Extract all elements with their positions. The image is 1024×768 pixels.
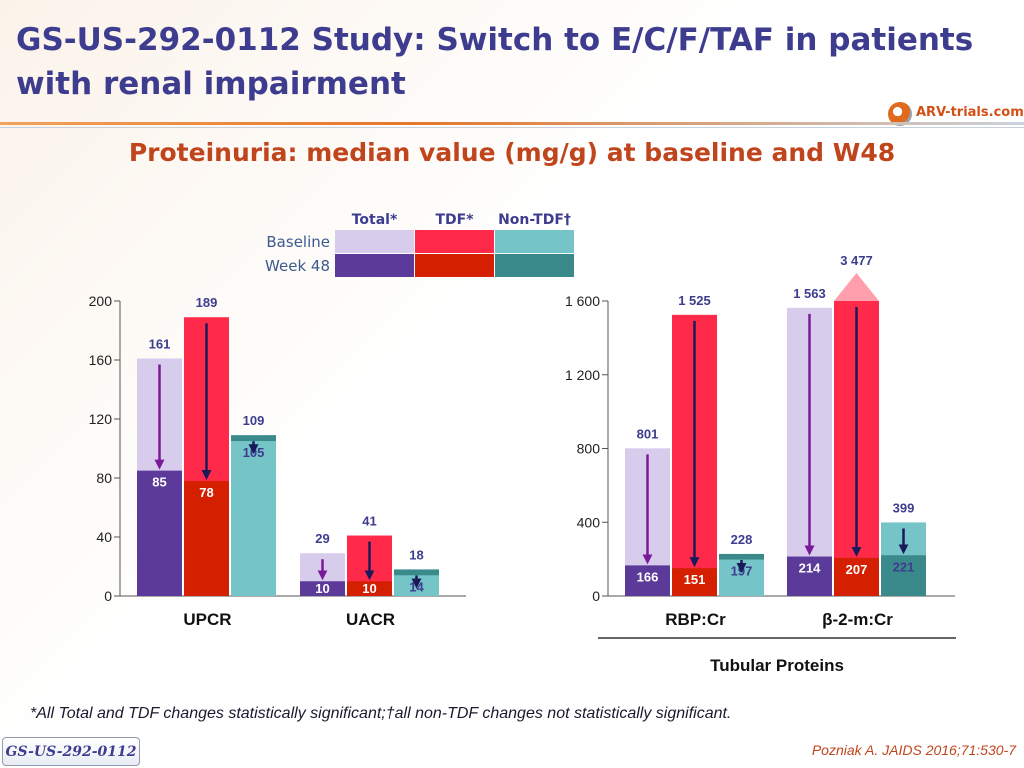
data-label-baseline: 18 <box>409 547 423 562</box>
title-divider-thin <box>0 127 1024 128</box>
category-label: β-2-m:Cr <box>822 610 893 629</box>
chart-subtitle: Proteinuria: median value (mg/g) at base… <box>128 138 896 167</box>
data-label-baseline: 109 <box>243 413 265 428</box>
data-label-baseline: 399 <box>893 500 915 515</box>
legend-swatch <box>415 254 494 277</box>
bar-week48 <box>231 441 276 596</box>
data-label-week48: 10 <box>362 581 376 596</box>
legend-swatch <box>335 254 414 277</box>
bar-week48-strip <box>719 553 764 560</box>
bar-week48 <box>787 556 832 596</box>
y-tick-label: 40 <box>96 529 112 545</box>
data-label-week48: 78 <box>199 485 213 500</box>
study-tag: GS-US-292-0112 <box>2 737 140 766</box>
bar-week48 <box>300 581 345 596</box>
data-label-baseline: 228 <box>731 532 753 547</box>
legend-swatch <box>495 230 574 253</box>
title-divider <box>0 122 1024 125</box>
y-tick-label: 120 <box>89 411 113 427</box>
y-tick-label: 80 <box>96 470 112 486</box>
y-tick-label: 0 <box>592 588 600 604</box>
category-label: RBP:Cr <box>665 610 726 629</box>
data-label-baseline: 29 <box>315 531 329 546</box>
bar-week48 <box>184 480 229 596</box>
bar-week48 <box>625 565 670 596</box>
data-label-week48: 85 <box>152 475 166 490</box>
citation: Pozniak A. JAIDS 2016;71:530-7 <box>811 742 1016 758</box>
legend-column-label: TDF* <box>435 212 474 228</box>
bar-week48 <box>881 555 926 596</box>
data-label-baseline: 41 <box>362 514 376 529</box>
y-tick-label: 1 200 <box>565 367 600 383</box>
legend-column-label: Total* <box>352 212 398 228</box>
footnote: *All Total and TDF changes statistically… <box>30 705 732 722</box>
data-label-week48: 151 <box>684 572 706 587</box>
legend-column-label: Non-TDF† <box>498 212 571 228</box>
bar-week48-strip <box>394 569 439 576</box>
slide-title: GS-US-292-0112 Study: Switch to E/C/F/TA… <box>16 22 974 102</box>
bar-week48 <box>137 470 182 596</box>
data-label-baseline: 1 563 <box>793 286 826 301</box>
legend-row-label: Baseline <box>266 233 330 251</box>
data-label-week48: 207 <box>846 562 868 577</box>
legend-swatch <box>415 230 494 253</box>
bar-week48-strip <box>231 435 276 442</box>
y-tick-label: 400 <box>577 514 601 530</box>
data-label-baseline: 161 <box>149 337 171 352</box>
group-label: Tubular Proteins <box>710 656 844 675</box>
bar-week48 <box>347 581 392 596</box>
y-tick-label: 1 600 <box>565 293 600 309</box>
data-label-baseline: 801 <box>637 426 659 441</box>
y-tick-label: 800 <box>577 441 601 457</box>
category-label: UACR <box>346 610 395 629</box>
data-label-week48: 214 <box>799 561 821 576</box>
y-tick-label: 160 <box>89 352 113 368</box>
legend-swatch <box>495 254 574 277</box>
logo-text: ARV-trials.com <box>916 105 1024 120</box>
data-label-baseline: 3 477 <box>840 253 873 268</box>
data-label-week48: 221 <box>893 559 915 574</box>
legend-row-label: Week 48 <box>265 257 330 275</box>
bar-week48 <box>834 557 879 596</box>
data-label-week48: 166 <box>637 569 659 584</box>
data-label-week48: 10 <box>315 581 329 596</box>
legend-swatch <box>335 230 414 253</box>
data-label-baseline: 189 <box>196 295 218 310</box>
bar-week48 <box>672 568 717 596</box>
y-tick-label: 0 <box>104 588 112 604</box>
y-tick-label: 200 <box>89 293 113 309</box>
bar-overflow-tip <box>834 273 879 301</box>
category-label: UPCR <box>183 610 231 629</box>
data-label-baseline: 1 525 <box>678 293 711 308</box>
